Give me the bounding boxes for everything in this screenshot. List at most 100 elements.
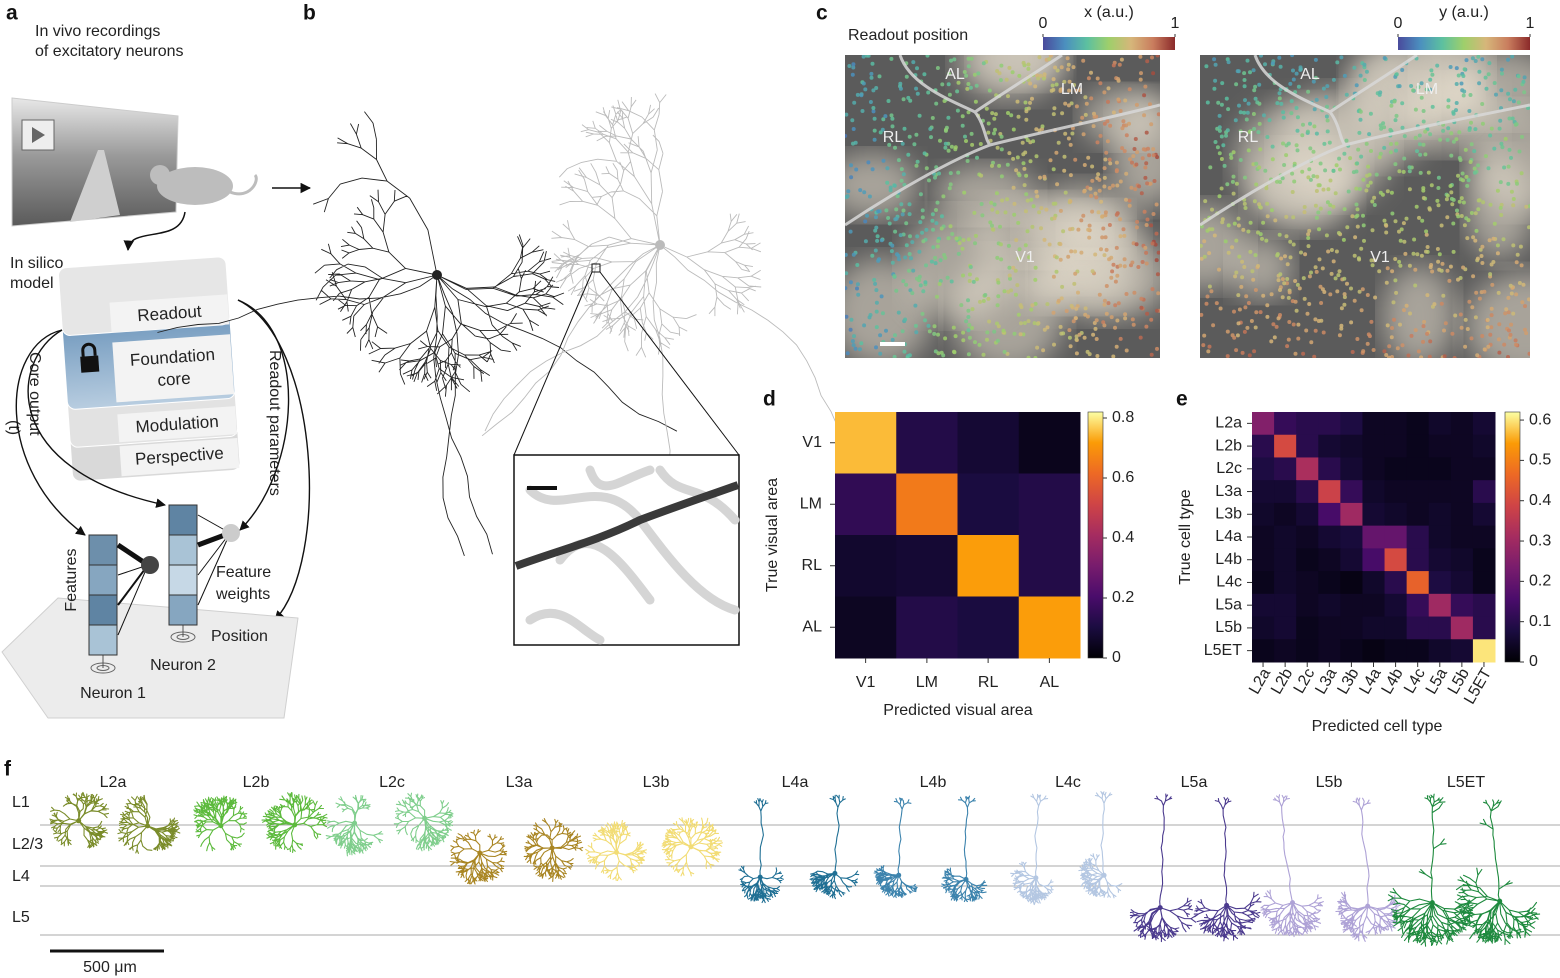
- readout-dot: [1489, 325, 1494, 330]
- readout-dot: [1495, 251, 1500, 256]
- cell-type-label: L4a: [782, 774, 809, 791]
- readout-dot: [972, 210, 977, 215]
- readout-dot: [1457, 199, 1462, 204]
- readout-dot: [1124, 348, 1129, 353]
- heatmap-cell: [1340, 593, 1363, 618]
- neuron-morphology: [1078, 790, 1123, 899]
- readout-dot: [1297, 286, 1302, 291]
- readout-dot: [1499, 202, 1504, 207]
- y-tick-label: L2c: [1216, 460, 1242, 477]
- readout-dot: [1145, 217, 1150, 222]
- readout-dot: [1155, 55, 1160, 58]
- readout-dot: [987, 319, 992, 324]
- readout-dot: [1306, 175, 1311, 180]
- readout-dot: [1277, 91, 1282, 96]
- readout-dot: [1080, 115, 1085, 120]
- readout-dot: [947, 71, 952, 76]
- readout-dot: [946, 236, 951, 241]
- readout-dot: [1477, 69, 1482, 74]
- readout-dot: [1495, 188, 1500, 193]
- readout-dot: [1005, 162, 1010, 167]
- readout-dot: [898, 233, 903, 238]
- readout-dot: [1109, 275, 1114, 280]
- readout-dot: [1474, 228, 1479, 233]
- readout-dot: [1461, 265, 1466, 270]
- readout-dot: [981, 299, 986, 303]
- readout-dot: [920, 311, 925, 316]
- area-label: AL: [1300, 66, 1320, 83]
- readout-dot: [1499, 141, 1504, 146]
- readout-dot: [1484, 86, 1489, 91]
- readout-dot: [1071, 65, 1076, 70]
- readout-dot: [1053, 65, 1058, 70]
- readout-dot: [1014, 238, 1019, 243]
- readout-dot: [1397, 84, 1402, 89]
- readout-dot: [1237, 307, 1242, 312]
- readout-dot: [917, 278, 922, 283]
- readout-dot: [995, 303, 1000, 308]
- readout-dot: [921, 289, 926, 294]
- readout-dot: [1318, 284, 1323, 289]
- readout-dot: [1367, 172, 1372, 177]
- readout-dot: [1087, 223, 1092, 228]
- readout-dot: [936, 351, 941, 356]
- readout-dot: [1143, 165, 1148, 170]
- readout-dot: [1345, 281, 1349, 286]
- readout-dot: [1150, 287, 1155, 292]
- heatmap-cell: [1296, 502, 1319, 527]
- readout-dot: [863, 87, 868, 92]
- readout-dot: [1417, 215, 1421, 220]
- readout-dot: [1322, 290, 1327, 294]
- area-boundary: [845, 55, 1160, 227]
- readout-dot: [1290, 171, 1295, 176]
- readout-dot: [1359, 308, 1364, 313]
- readout-dot: [1321, 86, 1326, 91]
- readout-dot: [1087, 352, 1092, 357]
- readout-dot: [1101, 226, 1106, 231]
- readout-dot: [1219, 102, 1224, 107]
- readout-dot: [1430, 104, 1435, 109]
- readout-dot: [985, 330, 990, 335]
- readout-dot: [888, 188, 893, 193]
- readout-dot: [1455, 208, 1459, 213]
- neuron-morphology: [157, 111, 678, 557]
- readout-dot: [1201, 343, 1206, 348]
- readout-dot: [1320, 266, 1325, 271]
- readout-dot: [1465, 327, 1470, 331]
- readout-dot: [1082, 163, 1087, 167]
- readout-dot: [881, 158, 886, 163]
- readout-dot: [1119, 57, 1124, 62]
- readout-dot: [1296, 322, 1301, 327]
- readout-dot: [872, 128, 877, 133]
- readout-dot: [1370, 228, 1375, 233]
- readout-dot: [907, 202, 912, 207]
- readout-dot: [1115, 318, 1120, 323]
- readout-dot: [1496, 337, 1501, 342]
- readout-dot: [1364, 69, 1369, 74]
- readout-dot: [1522, 75, 1527, 80]
- readout-dot: [1440, 261, 1445, 266]
- y-tick-label: L3a: [1215, 483, 1242, 500]
- readout-dot: [855, 92, 860, 97]
- readout-dot: [1036, 76, 1041, 81]
- readout-dot: [1314, 189, 1319, 193]
- readout-dot: [1321, 330, 1326, 335]
- readout-dot: [1414, 204, 1419, 209]
- heatmap-cell: [1252, 434, 1275, 458]
- readout-dot: [1482, 347, 1487, 352]
- readout-dot: [1329, 271, 1334, 276]
- readout-dot: [950, 232, 955, 236]
- readout-dot: [874, 215, 878, 220]
- readout-dot: [1022, 166, 1027, 171]
- readout-dot: [1107, 157, 1112, 162]
- readout-dot: [973, 340, 977, 345]
- readout-dot: [1118, 179, 1123, 184]
- readout-dot: [1074, 306, 1079, 311]
- readout-dot: [904, 74, 909, 79]
- readout-dot: [1054, 82, 1059, 87]
- readout-dot: [1240, 259, 1245, 264]
- soma: [614, 849, 619, 855]
- heatmap-cell: [896, 535, 958, 597]
- readout-dot: [955, 89, 960, 94]
- layer-label: L5: [12, 909, 30, 926]
